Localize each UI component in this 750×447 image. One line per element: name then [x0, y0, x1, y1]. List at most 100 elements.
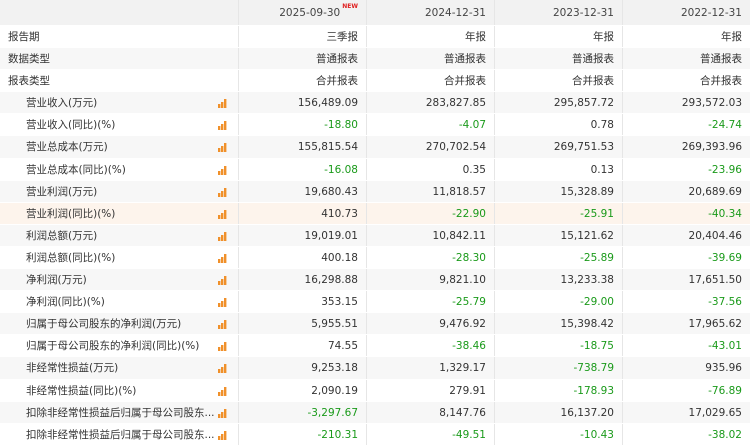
data-row: 扣除非经常性损益后归属于母公司股东... -3,297.67 8,147.76 16,… — [0, 401, 750, 424]
cell-value: 279.91 — [366, 379, 494, 401]
header-corner — [0, 0, 238, 25]
new-badge: NEW — [342, 3, 358, 10]
row-label: 利润总额(同比)(%) — [26, 251, 116, 264]
icon-bar — [221, 168, 224, 175]
cell-value: -49.51 — [366, 423, 494, 445]
icon-bar — [221, 256, 224, 263]
chart-icon[interactable] — [218, 430, 228, 440]
icon-bar — [221, 212, 224, 219]
cell-value: -29.00 — [494, 291, 622, 313]
cell-value: 年报 — [366, 26, 494, 48]
cell-value: 5,955.51 — [238, 313, 366, 335]
chart-icon[interactable] — [218, 297, 228, 308]
icon-bar — [221, 433, 224, 440]
data-row: 营业收入(同比)(%) -18.80 -4.07 0.78 -24.74 — [0, 114, 750, 137]
cell-value: -16.08 — [238, 158, 366, 180]
row-label: 非经常性损益(万元) — [26, 362, 119, 375]
cell-value: 16,137.20 — [494, 401, 622, 423]
cell-value: 400.18 — [238, 246, 366, 269]
chart-icon[interactable] — [218, 386, 228, 396]
chart-icon[interactable] — [218, 209, 228, 219]
icon-bar — [218, 435, 221, 440]
cell-value: -10.43 — [494, 423, 622, 445]
cell-value: 155,815.54 — [238, 136, 366, 158]
row-label: 营业利润(万元) — [26, 185, 98, 198]
icon-bar — [224, 253, 227, 263]
chart-icon[interactable] — [218, 165, 228, 175]
icon-bar — [224, 99, 227, 109]
cell-value: 合并报表 — [238, 70, 366, 92]
icon-bar — [221, 345, 224, 352]
cell-value: -738.79 — [494, 357, 622, 379]
icon-bar — [224, 320, 227, 330]
cell-value: 15,328.89 — [494, 180, 622, 202]
data-row: 营业利润(万元) 19,680.43 11,818.57 15,328.89 20,68… — [0, 180, 750, 203]
chart-icon[interactable] — [218, 275, 228, 286]
cell-value: 19,680.43 — [238, 180, 366, 202]
icon-bar — [218, 148, 221, 153]
row-label-cell: 营业利润(同比)(%) — [0, 203, 238, 224]
data-row: 净利润(万元) 16,298.88 9,821.10 13,233.38 17,651.… — [0, 269, 750, 292]
column-date: 2024-12-31 — [424, 7, 486, 19]
cell-value: 269,393.96 — [622, 136, 750, 158]
chart-icon[interactable] — [218, 98, 228, 109]
cell-value: 普通报表 — [366, 48, 494, 70]
icon-bar — [218, 325, 221, 330]
header-cell: 2022-12-31 — [622, 0, 750, 25]
data-row: 归属于母公司股东的净利润(万元) 5,955.51 9,476.92 15,398.4… — [0, 313, 750, 336]
cell-value: 13,233.38 — [494, 269, 622, 291]
header-cell: 2024-12-31 — [366, 0, 494, 25]
icon-bar — [224, 298, 227, 308]
row-label-cell: 营业收入(同比)(%) — [0, 114, 238, 135]
icon-bar — [218, 258, 221, 263]
cell-value: 353.15 — [238, 291, 366, 313]
row-label-cell: 非经常性损益(同比)(%) — [0, 380, 238, 401]
header-row: 2025-09-30NEW 2024-12-31 2023-12-31 2022-12… — [0, 0, 750, 26]
header-cell: 2025-09-30NEW — [238, 0, 366, 25]
data-row: 营业利润(同比)(%) 410.73 -22.90 -25.91 -40.34 — [0, 202, 750, 225]
chart-icon[interactable] — [218, 231, 228, 241]
chart-icon[interactable] — [218, 187, 228, 197]
chart-icon[interactable] — [218, 408, 228, 418]
header-cell: 2023-12-31 — [494, 0, 622, 25]
cell-value: -39.69 — [622, 246, 750, 269]
icon-bar — [218, 303, 221, 308]
cell-value: 269,751.53 — [494, 136, 622, 158]
cell-value: 三季报 — [238, 26, 366, 48]
chart-icon[interactable] — [218, 253, 228, 263]
data-row: 营业收入(万元) 156,489.09 283,827.85 295,857.72 29… — [0, 92, 750, 115]
icon-bar — [218, 214, 221, 219]
row-label-cell: 利润总额(万元) — [0, 225, 238, 246]
row-label: 营业总成本(万元) — [26, 141, 108, 154]
cell-value: 合并报表 — [366, 70, 494, 92]
icon-bar — [221, 367, 224, 374]
icon-bar — [221, 190, 224, 197]
cell-value: -23.96 — [622, 158, 750, 180]
cell-value: -18.80 — [238, 114, 366, 136]
icon-bar — [221, 102, 224, 109]
row-label-cell: 净利润(万元) — [0, 269, 238, 290]
icon-bar — [221, 146, 224, 153]
row-label-cell: 归属于母公司股东的净利润(万元) — [0, 313, 238, 334]
cell-value: 9,253.18 — [238, 357, 366, 379]
icon-bar — [221, 301, 224, 308]
cell-value: 9,821.10 — [366, 269, 494, 291]
cell-value: -40.34 — [622, 202, 750, 224]
chart-icon[interactable] — [218, 363, 228, 374]
icon-bar — [224, 386, 227, 396]
row-label: 报表类型 — [8, 75, 50, 88]
chart-icon[interactable] — [218, 341, 228, 352]
chart-icon[interactable] — [218, 319, 228, 330]
column-date: 2022-12-31 — [680, 7, 742, 19]
data-row: 利润总额(同比)(%) 400.18 -28.30 -25.89 -39.69 — [0, 246, 750, 270]
row-label: 扣除非经常性损益后归属于母公司股东... — [26, 406, 215, 419]
cell-value: 9,476.92 — [366, 313, 494, 335]
icon-bar — [218, 192, 221, 197]
cell-value: 年报 — [494, 26, 622, 48]
cell-value: -43.01 — [622, 335, 750, 357]
icon-bar — [224, 276, 227, 286]
icon-bar — [224, 430, 227, 440]
chart-icon[interactable] — [218, 120, 228, 131]
chart-icon[interactable] — [218, 142, 228, 153]
